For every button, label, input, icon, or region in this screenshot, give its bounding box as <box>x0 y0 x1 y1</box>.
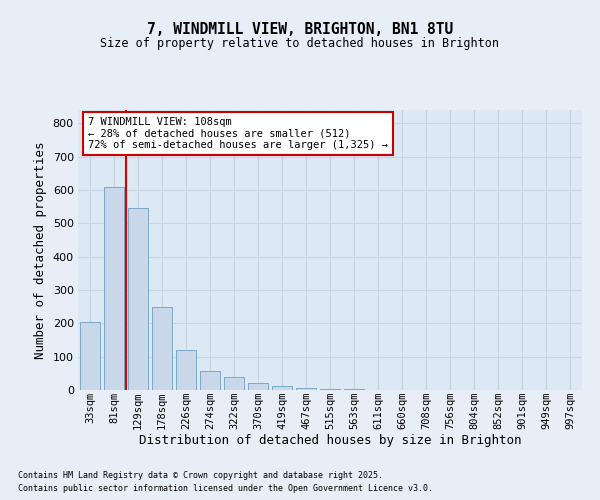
Text: 7, WINDMILL VIEW, BRIGHTON, BN1 8TU: 7, WINDMILL VIEW, BRIGHTON, BN1 8TU <box>147 22 453 38</box>
Bar <box>296 388 316 390</box>
Y-axis label: Number of detached properties: Number of detached properties <box>34 141 47 359</box>
Bar <box>80 322 100 390</box>
Bar <box>248 384 268 390</box>
Bar <box>176 350 196 390</box>
Bar <box>224 378 244 390</box>
X-axis label: Distribution of detached houses by size in Brighton: Distribution of detached houses by size … <box>139 434 521 448</box>
Text: Contains public sector information licensed under the Open Government Licence v3: Contains public sector information licen… <box>18 484 433 493</box>
Text: Contains HM Land Registry data © Crown copyright and database right 2025.: Contains HM Land Registry data © Crown c… <box>18 470 383 480</box>
Bar <box>104 188 124 390</box>
Bar <box>200 370 220 390</box>
Text: Size of property relative to detached houses in Brighton: Size of property relative to detached ho… <box>101 38 499 51</box>
Bar <box>152 308 172 390</box>
Bar <box>128 208 148 390</box>
Bar <box>320 389 340 390</box>
Bar <box>272 386 292 390</box>
Text: 7 WINDMILL VIEW: 108sqm
← 28% of detached houses are smaller (512)
72% of semi-d: 7 WINDMILL VIEW: 108sqm ← 28% of detache… <box>88 117 388 150</box>
